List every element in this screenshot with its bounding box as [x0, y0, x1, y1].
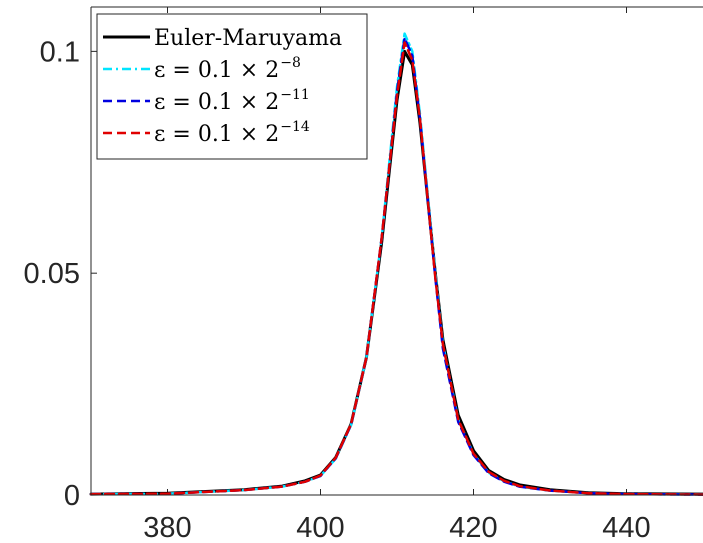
x-tick-label: 380 [143, 512, 191, 543]
series-line-2 [89, 36, 703, 496]
x-tick-label: 440 [602, 512, 650, 543]
y-tick-label: 0 [64, 480, 80, 512]
legend-label-3: ε = 0.1 × 2 [154, 122, 279, 147]
tick-labels: 380 400 420 440 0 0.05 0.1 [24, 36, 651, 543]
series-line-3 [89, 41, 703, 496]
series-layer [89, 32, 703, 496]
y-tick-label: 0.05 [24, 258, 80, 290]
legend-label-0: Euler-Maruyama [154, 26, 342, 51]
legend-label-2: ε = 0.1 × 2 [154, 90, 279, 115]
x-tick-label: 400 [296, 512, 344, 543]
legend-label-exponent-2: −11 [280, 87, 310, 103]
y-tick-label: 0.1 [40, 36, 80, 68]
legend-label-exponent-3: −14 [280, 119, 310, 135]
x-tick-label: 420 [449, 512, 497, 543]
axes [90, 6, 703, 496]
legend-label-1: ε = 0.1 × 2 [154, 58, 279, 83]
legend-label-exponent-1: −8 [280, 55, 301, 71]
